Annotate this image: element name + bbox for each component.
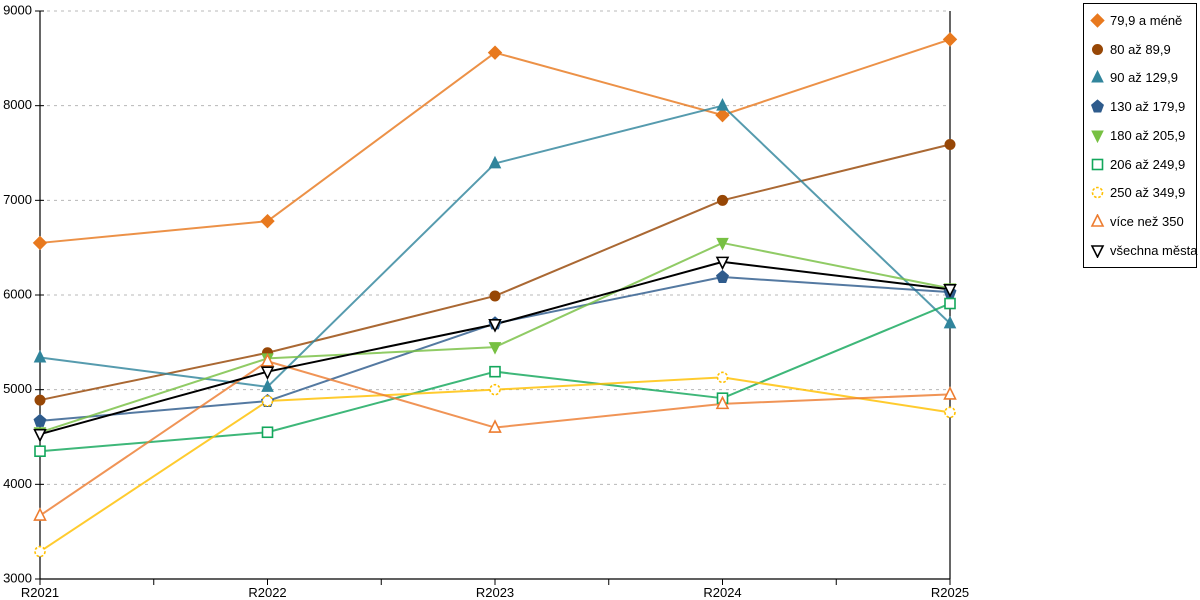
series-8-marker (715, 395, 730, 410)
series-5-marker (488, 342, 502, 355)
x-tick-label: R2021 (21, 585, 59, 600)
series-9-marker (943, 284, 957, 298)
series-8-marker (260, 352, 275, 367)
legend-label: 90 až 129,9 (1110, 70, 1178, 86)
series-6-marker (261, 426, 274, 439)
y-tick-label: 8000 (3, 97, 32, 112)
series-7-marker (716, 371, 729, 384)
series-1-marker (715, 107, 730, 123)
triangle-down-marker-icon (1091, 130, 1104, 143)
legend-item-2: 80 až 89,9 (1090, 42, 1194, 57)
legend-item-5: 180 až 205,9 (1090, 128, 1194, 143)
series-7-marker (34, 545, 46, 558)
square-marker-icon (1091, 158, 1104, 171)
legend-label: 206 až 249,9 (1110, 156, 1186, 172)
y-tick-label: 3000 (3, 570, 32, 585)
x-tick-label: R2025 (931, 585, 969, 600)
legend-item-7: 250 až 349,9 (1090, 185, 1194, 200)
series-8-marker (33, 507, 47, 521)
series-7-marker (489, 383, 501, 396)
legend-label: všechna města (1110, 243, 1198, 258)
series-3-marker (943, 315, 957, 329)
triangle-up-marker-icon (1091, 70, 1104, 83)
legend-label: 79,9 a méně (1110, 12, 1183, 28)
circle-marker-icon (1091, 187, 1104, 199)
series-line-7 (39, 376, 951, 553)
diamond-glyph (1090, 13, 1105, 28)
series-4-marker (716, 269, 729, 284)
x-tick-label: R2024 (703, 585, 741, 600)
circle-glyph (1092, 43, 1103, 55)
triangle-down-glyph (1091, 130, 1104, 143)
series-7-marker (944, 406, 956, 419)
legend-label: 180 až 205,9 (1110, 127, 1186, 143)
y-tick-label: 6000 (3, 286, 32, 301)
y-tick-label: 5000 (3, 381, 32, 396)
series-9-marker (488, 319, 502, 333)
series-6-marker (489, 365, 501, 378)
series-2-marker (489, 290, 501, 302)
series-1-marker (942, 32, 958, 47)
series-6-marker (944, 297, 956, 310)
circle-glyph (1091, 187, 1104, 199)
series-2-marker (717, 194, 728, 206)
legend-item-1: 79,9 a méně (1090, 13, 1194, 28)
series-6-marker (34, 445, 46, 458)
triangle-down-marker-icon (1090, 245, 1105, 258)
series-1-marker (260, 213, 275, 229)
legend-label: 130 až 179,9 (1110, 99, 1186, 115)
series-line-1 (39, 38, 951, 244)
triangle-up-marker-icon (1090, 214, 1105, 228)
series-3-marker (33, 349, 47, 363)
series-3-marker (261, 379, 274, 392)
series-7-marker (261, 395, 274, 407)
pentagon-glyph (1091, 99, 1104, 113)
legend-item-4: 130 až 179,9 (1090, 99, 1194, 114)
square-glyph (1091, 158, 1104, 171)
series-3-marker (488, 155, 502, 169)
x-tick-label: R2022 (248, 585, 286, 600)
series-5-marker (716, 237, 729, 251)
legend-label: 80 až 89,9 (1110, 41, 1171, 57)
series-1-marker (32, 235, 48, 251)
y-tick-label: 4000 (3, 476, 32, 491)
y-tick-label: 7000 (3, 192, 32, 207)
legend-item-6: 206 až 249,9 (1090, 157, 1194, 172)
series-2-marker (944, 138, 956, 150)
series-2-marker (34, 394, 46, 406)
series-8-marker (943, 386, 957, 400)
pentagon-marker-icon (1091, 99, 1104, 113)
x-tick-label: R2023 (476, 585, 514, 600)
legend-item-3: 90 až 129,9 (1090, 70, 1194, 85)
series-1-marker (487, 45, 503, 60)
circle-marker-icon (1092, 43, 1103, 55)
legend-label: 250 až 349,9 (1110, 185, 1186, 201)
series-9-marker (33, 428, 47, 443)
series-9-marker (715, 256, 730, 271)
legend-label: více než 350 (1110, 214, 1184, 230)
series-8-marker (488, 419, 502, 433)
series-9-marker (260, 366, 275, 380)
legend: 79,9 a méně 80 až 89,9 90 až 129,9 130 až 1… (1083, 3, 1197, 268)
legend-item-9: všechna města (1090, 243, 1198, 258)
triangle-up-glyph (1091, 70, 1104, 83)
series-line-5 (39, 241, 951, 434)
legend-item-8: více než 350 (1090, 214, 1194, 229)
triangle-up-glyph (1090, 214, 1105, 228)
triangle-down-glyph (1090, 245, 1105, 258)
diamond-marker-icon (1090, 13, 1105, 28)
y-tick-label: 9000 (3, 2, 32, 17)
series-3-marker (716, 98, 729, 111)
series-4-marker (33, 413, 47, 427)
